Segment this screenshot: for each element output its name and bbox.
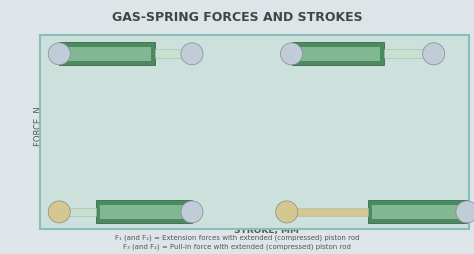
Text: F₃ (and F₄) = Pull-in force with extended (compressed) piston rod: F₃ (and F₄) = Pull-in force with extende… — [123, 243, 351, 249]
Text: F₂: F₂ — [444, 164, 456, 174]
Text: F₁: F₁ — [104, 190, 116, 200]
Text: GAS-SPRING EXTENSION: GAS-SPRING EXTENSION — [182, 68, 274, 97]
Text: GAS-SPRING COMPRESSION: GAS-SPRING COMPRESSION — [233, 167, 338, 195]
Text: F₁ (and F₂) = Extension forces with extended (compressed) piston rod: F₁ (and F₂) = Extension forces with exte… — [115, 233, 359, 240]
Text: FORCE, N: FORCE, N — [34, 106, 43, 146]
Text: F₃: F₃ — [104, 109, 116, 119]
Text: GAS-SPRING FORCES AND STROKES: GAS-SPRING FORCES AND STROKES — [112, 11, 362, 24]
Text: F₄: F₄ — [444, 77, 456, 87]
Text: STROKE, MM: STROKE, MM — [234, 225, 299, 234]
